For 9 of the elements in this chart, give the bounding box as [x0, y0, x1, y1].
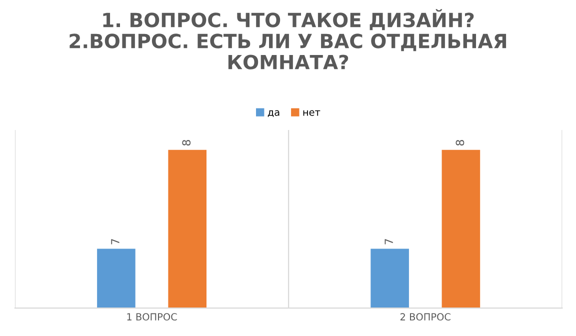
legend-label: да — [268, 110, 280, 118]
x-tick-label: 1 ВОПРОС — [127, 313, 177, 320]
data-label: 8 — [182, 140, 191, 146]
data-label: 7 — [111, 239, 120, 244]
legend-label: нет — [303, 110, 320, 116]
x-tick-label: 2 ВОПРОС — [400, 313, 450, 320]
data-label: 7 — [384, 239, 393, 244]
chart-title: 1. ВОПРОС. ЧТО ТАКОЕ ДИЗАЙН? 2.ВОПРОС. ЕСТЬ ЛИ У ВАС ОТДЕЛЬНАЯ КОМНАТА? — [70, 9, 506, 70]
data-label: 8 — [456, 140, 464, 146]
